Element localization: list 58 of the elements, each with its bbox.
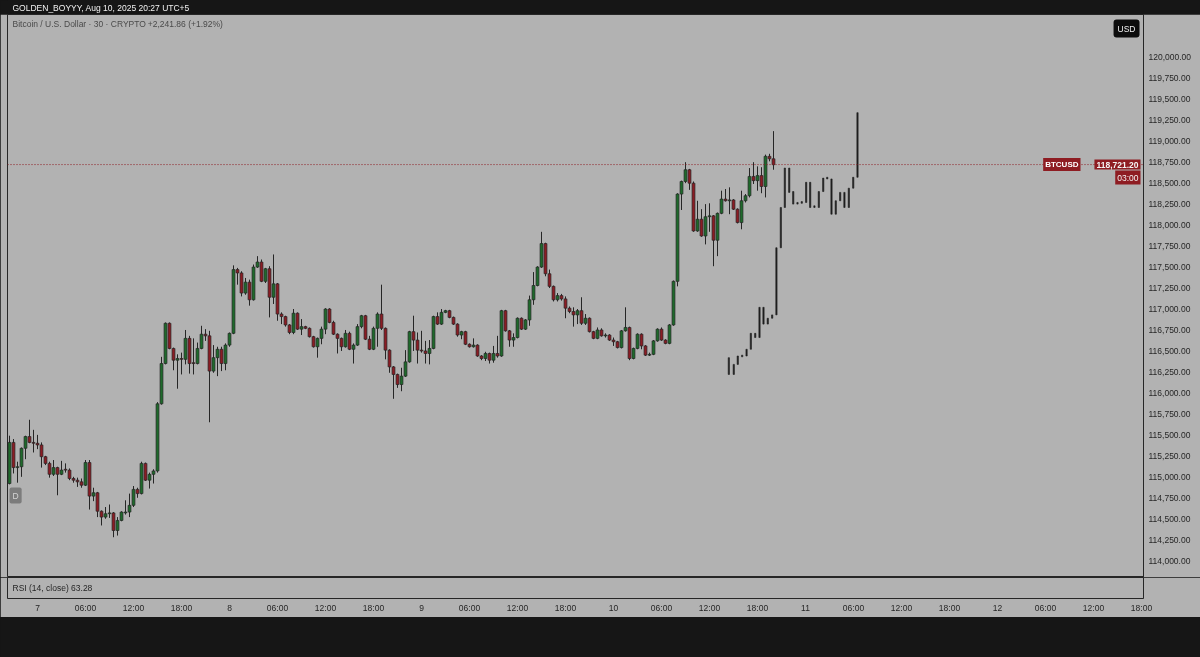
y-tick-label: 116,000.00: [1148, 387, 1191, 398]
text: +2,241.86 (+1.92%): [147, 18, 224, 29]
x-tick-label: 12:00: [122, 602, 145, 613]
x-tick-label: 9: [419, 602, 425, 613]
x-tick-label: 18:00: [746, 602, 769, 613]
y-tick-label: 114,000.00: [1148, 555, 1191, 566]
y-tick-label: 117,500.00: [1148, 262, 1191, 273]
text: RSI (14, close) 63.28: [12, 583, 93, 593]
y-tick-label: 120,000.00: [1148, 52, 1192, 63]
x-tick-label: 12:00: [314, 602, 337, 613]
x-tick-label: 18:00: [938, 602, 961, 613]
x-tick-label: 12:00: [506, 602, 529, 613]
y-tick-label: 114,750.00: [1148, 492, 1191, 503]
x-tick-label: 18:00: [554, 602, 577, 613]
ref-line-label: BTCUSD: [1045, 160, 1079, 170]
x-tick-label: 06:00: [842, 602, 865, 613]
x-tick-label: 12:00: [698, 602, 721, 613]
annotation: 118,721.20: [1096, 159, 1139, 170]
annotation: 03:00: [1117, 172, 1139, 183]
x-tick-label: 8: [227, 602, 233, 613]
y-axis-title: USD: [1117, 23, 1136, 34]
x-tick-label: 10: [608, 602, 619, 613]
y-tick-label: 115,750.00: [1148, 408, 1191, 419]
x-tick-label: 18:00: [1130, 602, 1153, 613]
y-tick-label: 114,250.00: [1148, 534, 1191, 545]
x-tick-label: 11: [801, 602, 811, 613]
y-tick-label: 115,000.00: [1148, 471, 1191, 482]
x-tick-label: 12:00: [1082, 602, 1105, 613]
x-tick-label: 06:00: [1034, 602, 1057, 613]
text: Bitcoin / U.S. Dollar · 30 · CRYPTO: [12, 18, 147, 29]
y-tick-label: 118,250.00: [1148, 199, 1191, 210]
x-tick-label: 7: [35, 602, 41, 613]
y-tick-label: 118,000.00: [1148, 220, 1191, 231]
y-tick-label: 119,500.00: [1148, 94, 1191, 105]
x-tick-label: 06:00: [458, 602, 481, 613]
x-tick-label: 06:00: [266, 602, 289, 613]
y-tick-label: 114,500.00: [1148, 513, 1191, 524]
y-tick-label: 119,750.00: [1148, 73, 1191, 84]
y-tick-label: 116,250.00: [1148, 366, 1191, 377]
y-tick-label: 117,000.00: [1148, 304, 1191, 315]
y-tick-label: 116,500.00: [1148, 345, 1191, 356]
x-tick-label: 18:00: [362, 602, 385, 613]
y-tick-label: 119,250.00: [1148, 115, 1191, 126]
y-tick-label: 117,250.00: [1148, 283, 1191, 294]
x-tick-label: 18:00: [170, 602, 193, 613]
annotation: D: [12, 490, 19, 501]
y-tick-label: 119,000.00: [1148, 136, 1191, 147]
y-tick-label: 117,750.00: [1148, 241, 1191, 252]
x-tick-label: 06:00: [74, 602, 97, 613]
y-tick-label: 118,500.00: [1148, 178, 1191, 189]
text: GOLDEN_BOYYY, Aug 10, 2025 20:27 UTC+5: [12, 2, 190, 13]
y-tick-label: 115,500.00: [1148, 429, 1191, 440]
x-tick-label: 12: [992, 602, 1003, 613]
y-tick-label: 115,250.00: [1148, 450, 1191, 461]
y-tick-label: 118,750.00: [1148, 157, 1191, 168]
y-tick-label: 116,750.00: [1148, 324, 1191, 335]
x-tick-label: 12:00: [890, 602, 913, 613]
x-tick-label: 06:00: [650, 602, 673, 613]
